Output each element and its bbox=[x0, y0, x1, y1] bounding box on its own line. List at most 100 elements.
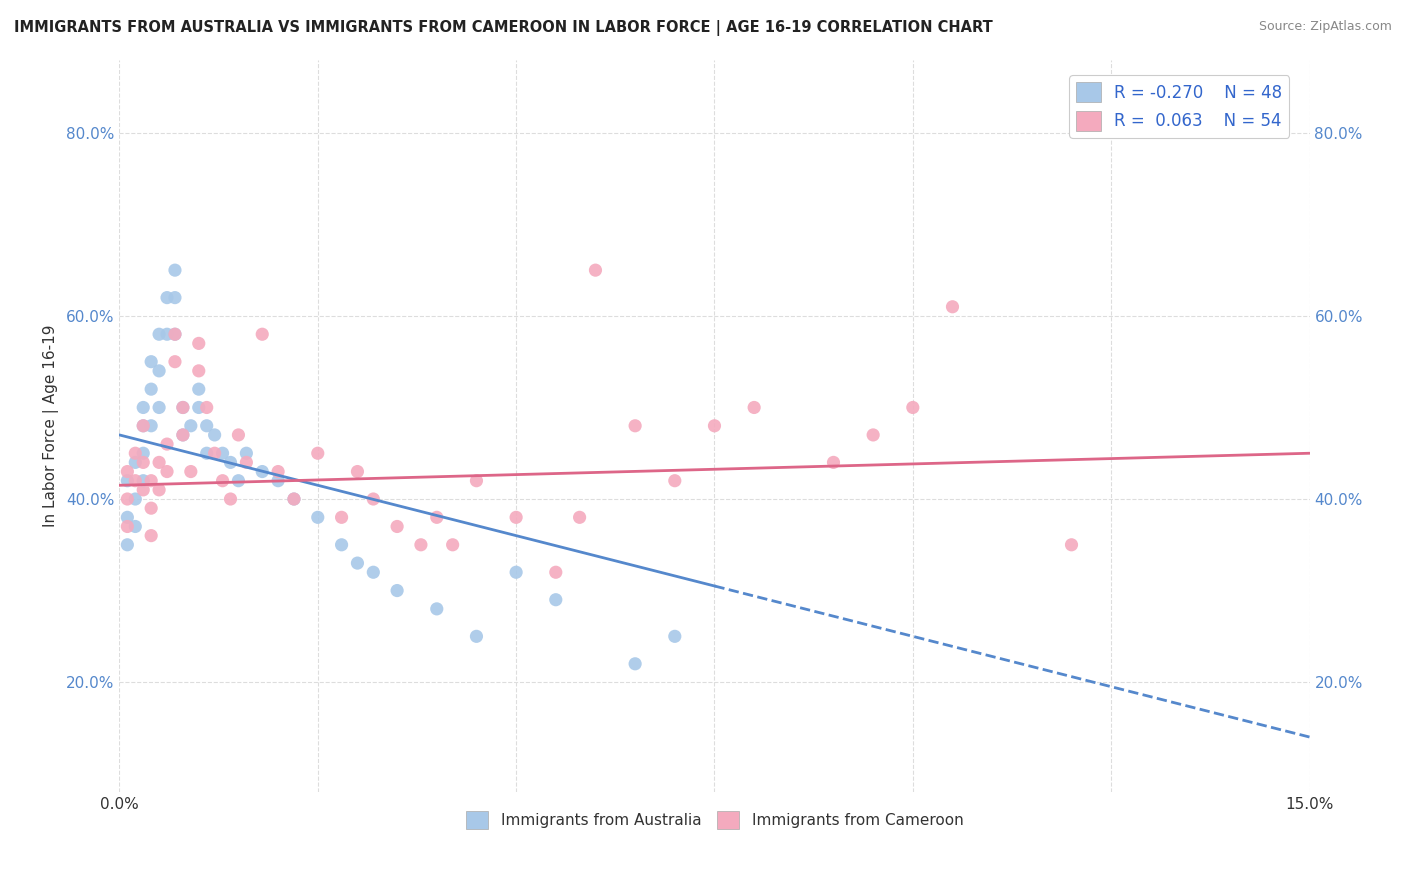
Point bbox=[283, 491, 305, 506]
Point bbox=[228, 428, 250, 442]
Point bbox=[204, 428, 226, 442]
Point bbox=[163, 327, 186, 342]
Point bbox=[172, 401, 194, 415]
Point bbox=[156, 465, 179, 479]
Point bbox=[156, 291, 179, 305]
Point bbox=[172, 428, 194, 442]
Point bbox=[901, 401, 924, 415]
Point bbox=[307, 510, 329, 524]
Point bbox=[624, 418, 647, 433]
Point bbox=[163, 263, 186, 277]
Point bbox=[204, 446, 226, 460]
Point bbox=[124, 491, 146, 506]
Point bbox=[163, 327, 186, 342]
Point bbox=[219, 491, 242, 506]
Point bbox=[148, 364, 170, 378]
Point bbox=[505, 510, 527, 524]
Point bbox=[211, 446, 233, 460]
Point bbox=[235, 455, 257, 469]
Point bbox=[742, 401, 765, 415]
Point bbox=[172, 428, 194, 442]
Point bbox=[117, 538, 139, 552]
Point bbox=[163, 291, 186, 305]
Point bbox=[117, 491, 139, 506]
Point bbox=[141, 354, 163, 368]
Point bbox=[141, 382, 163, 396]
Point bbox=[124, 474, 146, 488]
Point bbox=[941, 300, 963, 314]
Point bbox=[187, 382, 209, 396]
Point bbox=[180, 465, 202, 479]
Point bbox=[465, 629, 488, 643]
Point bbox=[117, 474, 139, 488]
Point bbox=[141, 418, 163, 433]
Point bbox=[195, 401, 218, 415]
Point bbox=[148, 455, 170, 469]
Point bbox=[141, 528, 163, 542]
Point bbox=[465, 474, 488, 488]
Point bbox=[283, 491, 305, 506]
Point bbox=[195, 446, 218, 460]
Point bbox=[132, 446, 155, 460]
Point bbox=[363, 566, 385, 580]
Point bbox=[823, 455, 845, 469]
Point bbox=[544, 592, 567, 607]
Y-axis label: In Labor Force | Age 16-19: In Labor Force | Age 16-19 bbox=[44, 325, 59, 527]
Point bbox=[568, 510, 591, 524]
Point bbox=[307, 446, 329, 460]
Point bbox=[664, 474, 686, 488]
Point bbox=[1060, 538, 1083, 552]
Text: IMMIGRANTS FROM AUSTRALIA VS IMMIGRANTS FROM CAMEROON IN LABOR FORCE | AGE 16-19: IMMIGRANTS FROM AUSTRALIA VS IMMIGRANTS … bbox=[14, 20, 993, 36]
Point bbox=[180, 418, 202, 433]
Point bbox=[346, 465, 368, 479]
Point bbox=[148, 483, 170, 497]
Point bbox=[228, 474, 250, 488]
Point bbox=[426, 510, 449, 524]
Point bbox=[172, 401, 194, 415]
Point bbox=[1258, 813, 1281, 827]
Point bbox=[219, 455, 242, 469]
Point bbox=[148, 401, 170, 415]
Point bbox=[132, 401, 155, 415]
Point bbox=[141, 474, 163, 488]
Point bbox=[235, 446, 257, 460]
Point bbox=[132, 474, 155, 488]
Point bbox=[664, 629, 686, 643]
Point bbox=[426, 602, 449, 616]
Point bbox=[409, 538, 432, 552]
Point bbox=[148, 327, 170, 342]
Point bbox=[385, 519, 408, 533]
Point bbox=[211, 474, 233, 488]
Point bbox=[132, 418, 155, 433]
Point bbox=[703, 794, 725, 808]
Point bbox=[132, 455, 155, 469]
Point bbox=[544, 566, 567, 580]
Point bbox=[624, 657, 647, 671]
Point bbox=[141, 501, 163, 516]
Text: Source: ZipAtlas.com: Source: ZipAtlas.com bbox=[1258, 20, 1392, 33]
Point bbox=[862, 428, 884, 442]
Point bbox=[195, 418, 218, 433]
Point bbox=[363, 491, 385, 506]
Point bbox=[267, 474, 290, 488]
Point bbox=[124, 446, 146, 460]
Point bbox=[132, 418, 155, 433]
Point bbox=[585, 263, 607, 277]
Point bbox=[330, 538, 353, 552]
Point bbox=[117, 519, 139, 533]
Point bbox=[187, 336, 209, 351]
Point bbox=[441, 538, 464, 552]
Point bbox=[124, 519, 146, 533]
Point bbox=[132, 483, 155, 497]
Point bbox=[252, 327, 274, 342]
Point bbox=[252, 465, 274, 479]
Point bbox=[330, 510, 353, 524]
Point bbox=[187, 401, 209, 415]
Point bbox=[156, 437, 179, 451]
Point bbox=[117, 510, 139, 524]
Point bbox=[156, 327, 179, 342]
Point bbox=[505, 566, 527, 580]
Legend: Immigrants from Australia, Immigrants from Cameroon: Immigrants from Australia, Immigrants fr… bbox=[460, 805, 970, 836]
Point bbox=[267, 465, 290, 479]
Point bbox=[187, 364, 209, 378]
